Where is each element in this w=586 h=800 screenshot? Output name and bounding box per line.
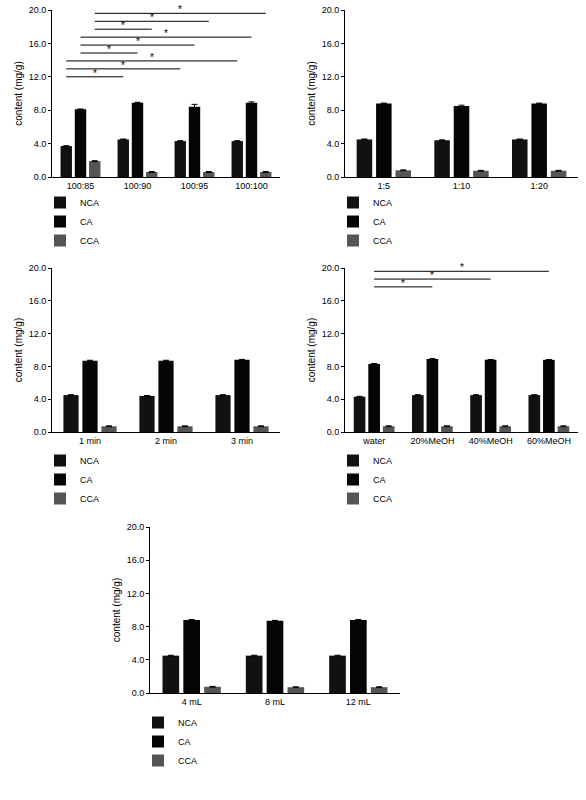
svg-text:4.0: 4.0 [327,139,340,149]
svg-text:0.0: 0.0 [132,688,145,698]
svg-text:20.0: 20.0 [29,263,47,273]
svg-text:8.0: 8.0 [327,362,340,372]
svg-text:100:100: 100:100 [235,181,268,191]
svg-text:*: * [460,262,464,273]
svg-text:content (mg/g): content (mg/g) [306,318,317,382]
svg-text:*: * [121,60,125,71]
svg-text:8.0: 8.0 [34,362,47,372]
svg-text:CA: CA [373,217,386,227]
svg-text:*: * [150,12,154,23]
svg-text:CA: CA [80,475,93,485]
svg-text:CCA: CCA [178,756,197,766]
svg-text:16.0: 16.0 [29,39,47,49]
svg-text:0.0: 0.0 [327,172,340,182]
svg-text:CCA: CCA [80,236,99,246]
svg-text:*: * [121,20,125,31]
svg-text:content (mg/g): content (mg/g) [13,61,24,125]
svg-text:0.0: 0.0 [327,427,340,437]
svg-text:20.0: 20.0 [127,522,145,532]
svg-text:4.0: 4.0 [327,394,340,404]
svg-text:60%MeOH: 60%MeOH [527,436,571,446]
svg-text:NCA: NCA [178,718,197,728]
svg-text:4.0: 4.0 [132,655,145,665]
svg-text:12.0: 12.0 [29,72,47,82]
svg-text:NCA: NCA [373,198,392,208]
svg-text:16.0: 16.0 [127,555,145,565]
svg-text:4 mL: 4 mL [182,697,202,707]
svg-text:content (mg/g): content (mg/g) [306,61,317,125]
svg-text:12.0: 12.0 [322,72,340,82]
svg-text:100:95: 100:95 [181,181,209,191]
svg-text:*: * [136,36,140,47]
svg-text:4.0: 4.0 [34,394,47,404]
svg-text:2 min: 2 min [155,436,177,446]
svg-text:40%MeOH: 40%MeOH [469,436,513,446]
svg-text:8 mL: 8 mL [265,697,285,707]
svg-text:water: water [362,436,385,446]
svg-text:*: * [107,44,111,55]
svg-text:20.0: 20.0 [322,5,340,15]
svg-text:CA: CA [373,475,386,485]
svg-text:12.0: 12.0 [127,589,145,599]
svg-text:NCA: NCA [373,456,392,466]
svg-text:100:90: 100:90 [124,181,152,191]
svg-text:*: * [401,278,405,289]
svg-text:20.0: 20.0 [29,5,47,15]
svg-text:content (mg/g): content (mg/g) [13,318,24,382]
svg-text:0.0: 0.0 [34,427,47,437]
svg-text:12 mL: 12 mL [346,697,371,707]
svg-text:8.0: 8.0 [132,622,145,632]
svg-text:1:20: 1:20 [530,181,548,191]
svg-text:20.0: 20.0 [322,263,340,273]
svg-text:*: * [178,4,182,15]
svg-text:CCA: CCA [80,494,99,504]
svg-text:12.0: 12.0 [29,329,47,339]
svg-text:16.0: 16.0 [322,39,340,49]
svg-text:100:85: 100:85 [67,181,95,191]
svg-text:16.0: 16.0 [29,296,47,306]
svg-text:16.0: 16.0 [322,296,340,306]
svg-text:1 min: 1 min [79,436,101,446]
svg-text:1:5: 1:5 [378,181,391,191]
svg-text:CCA: CCA [373,494,392,504]
svg-text:NCA: NCA [80,456,99,466]
svg-text:8.0: 8.0 [327,105,340,115]
svg-text:NCA: NCA [80,198,99,208]
svg-text:3 min: 3 min [231,436,253,446]
svg-text:4.0: 4.0 [34,139,47,149]
svg-text:content (mg/g): content (mg/g) [111,578,122,642]
svg-text:CA: CA [80,217,93,227]
svg-text:1:10: 1:10 [453,181,471,191]
svg-text:20%MeOH: 20%MeOH [410,436,454,446]
svg-text:*: * [430,270,434,281]
svg-text:0.0: 0.0 [34,172,47,182]
svg-text:*: * [164,28,168,39]
svg-text:8.0: 8.0 [34,105,47,115]
svg-text:CA: CA [178,737,191,747]
svg-text:CCA: CCA [373,236,392,246]
svg-text:12.0: 12.0 [322,329,340,339]
svg-text:*: * [150,52,154,63]
svg-text:*: * [93,68,97,79]
